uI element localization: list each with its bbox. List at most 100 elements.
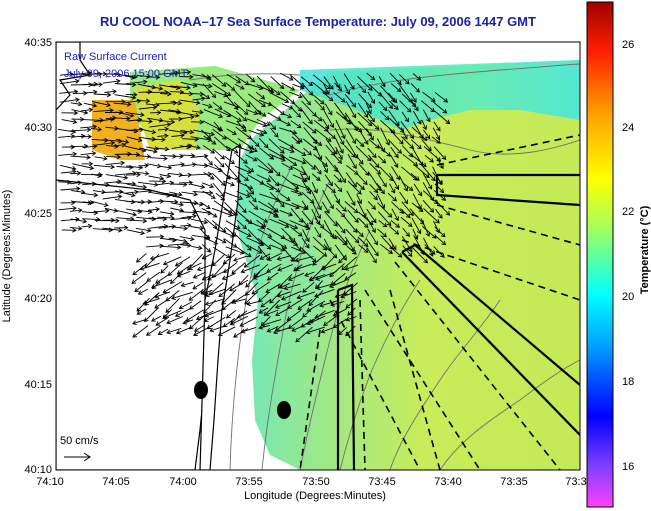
current-vector	[345, 172, 357, 187]
current-vector	[171, 183, 187, 186]
current-vector-head	[408, 152, 414, 158]
current-vector	[368, 138, 380, 149]
current-vector-head	[292, 161, 298, 167]
current-vector	[323, 238, 332, 252]
current-vector	[234, 83, 245, 90]
current-vector-head	[429, 208, 435, 213]
current-vector-head	[435, 218, 440, 224]
current-vector-head	[341, 134, 346, 140]
current-vector	[411, 246, 428, 264]
current-vector-head	[381, 158, 387, 164]
current-vector	[221, 289, 237, 305]
current-vector-head	[380, 189, 385, 195]
current-vector-head	[392, 245, 397, 251]
current-vector-head	[176, 244, 182, 250]
current-vector-head	[82, 218, 88, 224]
current-vector	[190, 145, 200, 149]
current-vector	[234, 165, 252, 174]
current-vector	[201, 73, 212, 81]
current-vector	[335, 111, 351, 125]
current-vector-head	[386, 221, 392, 227]
current-vector-head	[174, 70, 180, 76]
current-vector-head	[329, 204, 334, 210]
current-vector-head	[203, 219, 209, 225]
current-vector	[203, 163, 223, 172]
current-vector-head	[166, 329, 171, 335]
current-vector	[124, 145, 146, 152]
current-vector	[261, 319, 282, 326]
current-vector	[368, 172, 382, 191]
current-vector-head	[233, 257, 238, 262]
current-vector-head	[232, 211, 237, 216]
current-vector-head	[264, 311, 270, 317]
current-vector	[203, 109, 223, 118]
current-vector-head	[93, 192, 99, 198]
current-vector-head	[274, 304, 280, 309]
current-vector	[235, 154, 248, 164]
current-vector-head	[175, 108, 181, 114]
current-vector	[329, 279, 346, 288]
current-vector	[281, 227, 296, 243]
current-vector-head	[397, 253, 403, 258]
current-vector	[183, 319, 194, 324]
current-vector	[61, 170, 76, 174]
current-vector	[236, 181, 253, 190]
current-vector-head	[261, 102, 266, 108]
current-vector-head	[403, 134, 408, 140]
colorbar-tick: 16	[622, 461, 634, 473]
current-vector-head	[132, 333, 138, 338]
current-vector-head	[291, 327, 297, 332]
current-vector	[170, 207, 184, 212]
current-vector-head	[436, 157, 442, 162]
current-vector	[288, 237, 302, 251]
current-vector	[192, 190, 213, 194]
current-vector-head	[440, 232, 446, 238]
current-vector	[257, 245, 270, 261]
current-vector	[366, 72, 375, 81]
current-vector	[401, 235, 413, 253]
current-vector	[388, 109, 400, 126]
current-vector	[177, 264, 192, 275]
current-vector	[212, 220, 226, 233]
current-vector	[314, 99, 325, 111]
current-vector-head	[97, 173, 103, 179]
current-vector-head	[112, 89, 117, 94]
current-vector-head	[316, 214, 322, 220]
current-vector-head	[320, 105, 325, 111]
current-vector	[357, 127, 369, 145]
current-vector	[201, 207, 217, 218]
current-vector-head	[93, 89, 98, 95]
current-vector-head	[127, 151, 132, 157]
current-vector	[126, 219, 147, 222]
current-vector	[214, 227, 235, 238]
current-vector	[421, 139, 432, 151]
current-vector	[267, 272, 279, 281]
current-vector-head	[200, 290, 206, 296]
current-vector-head	[114, 143, 119, 149]
current-vector	[223, 208, 237, 216]
current-vector	[93, 72, 107, 75]
current-vector-head	[177, 191, 183, 197]
current-vector	[115, 111, 134, 117]
current-vector	[290, 120, 302, 128]
current-vector-head	[103, 155, 108, 161]
current-vector	[344, 94, 356, 108]
current-vector-head	[296, 123, 302, 129]
x-tick-label: 74:10	[36, 476, 64, 488]
current-vector-head	[341, 178, 346, 184]
y-tick-label: 40:30	[24, 122, 52, 134]
current-vector	[169, 71, 191, 75]
current-vector	[157, 216, 175, 219]
current-vector	[334, 155, 342, 164]
current-vector	[340, 291, 357, 298]
current-vector	[148, 225, 168, 229]
current-vector-head	[239, 250, 245, 255]
current-vector	[72, 163, 94, 169]
current-vector	[420, 218, 430, 237]
current-vector	[335, 220, 346, 234]
current-vector	[125, 112, 144, 116]
current-vector	[279, 145, 295, 153]
current-vector	[171, 291, 193, 300]
current-vector	[312, 81, 328, 95]
current-vector	[335, 146, 343, 160]
